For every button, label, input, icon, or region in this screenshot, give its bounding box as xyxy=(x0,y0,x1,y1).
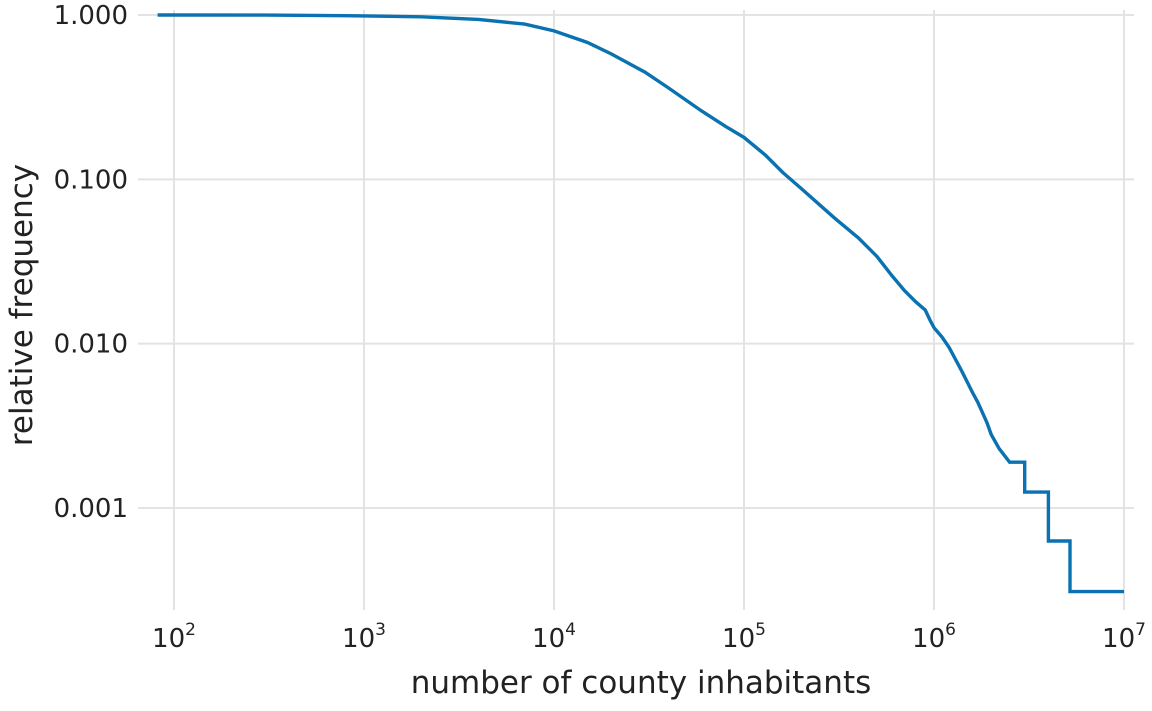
y-tick-label: 0.010 xyxy=(54,330,128,360)
x-tick-exponent: 2 xyxy=(185,620,196,640)
series-layer xyxy=(157,13,1124,594)
x-tick-exponent: 6 xyxy=(945,620,956,640)
x-tick-base: 10 xyxy=(912,624,945,654)
y-tick-label: 1.000 xyxy=(54,1,128,31)
x-tick-base: 10 xyxy=(1102,624,1135,654)
y-axis-ticks: 1.000 0.100 0.010 0.001 xyxy=(54,1,128,524)
y-tick-label: 0.001 xyxy=(54,494,128,524)
x-axis-ticks: 102 103 104 105 106 107 xyxy=(152,620,1146,654)
x-tick-exponent: 4 xyxy=(565,620,576,640)
x-tick-base: 10 xyxy=(342,624,375,654)
y-axis-label: relative frequency xyxy=(4,164,40,446)
x-tick-base: 10 xyxy=(532,624,565,654)
x-tick-base: 10 xyxy=(152,624,185,654)
x-tick-exponent: 5 xyxy=(755,620,766,640)
x-tick-label: 107 xyxy=(1102,620,1146,654)
x-tick-base: 10 xyxy=(722,624,755,654)
x-axis-label: number of county inhabitants xyxy=(411,665,872,701)
x-tick-label: 106 xyxy=(912,620,956,654)
grid-lines xyxy=(138,10,1134,610)
y-tick-label: 0.100 xyxy=(54,165,128,195)
x-tick-exponent: 3 xyxy=(375,620,386,640)
x-tick-label: 102 xyxy=(152,620,196,654)
ccdf-series-line xyxy=(157,13,1124,594)
x-tick-label: 105 xyxy=(722,620,766,654)
x-tick-label: 104 xyxy=(532,620,576,654)
x-tick-exponent: 7 xyxy=(1135,620,1146,640)
x-tick-label: 103 xyxy=(342,620,386,654)
